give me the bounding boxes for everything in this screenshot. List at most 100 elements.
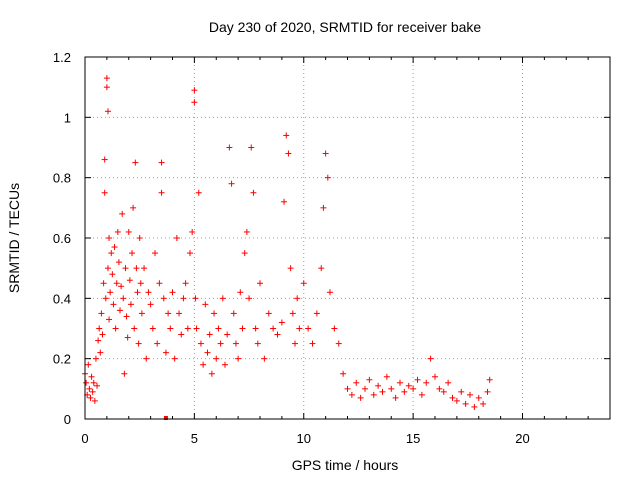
data-point (309, 340, 316, 347)
data-point (366, 376, 373, 383)
data-point (392, 394, 399, 401)
data-point (197, 340, 204, 347)
data-point (237, 289, 244, 296)
data-point (462, 400, 469, 407)
data-point (195, 189, 202, 196)
data-point (388, 385, 395, 392)
data-point (126, 277, 133, 284)
data-point (101, 189, 108, 196)
data-point (98, 310, 105, 317)
anomaly-data-point (163, 416, 168, 420)
data-point (274, 331, 281, 338)
data-point (246, 295, 253, 302)
grid-layer (85, 57, 610, 419)
data-point (147, 301, 154, 308)
data-point (106, 316, 113, 323)
data-point (135, 340, 142, 347)
data-point (427, 355, 434, 362)
data-point (118, 283, 125, 290)
data-point (410, 385, 417, 392)
data-point (158, 189, 165, 196)
data-point (283, 132, 290, 139)
data-point (383, 373, 390, 380)
data-point (112, 325, 119, 332)
data-point (440, 388, 447, 395)
data-point (96, 325, 103, 332)
data-point (215, 325, 222, 332)
data-point (296, 325, 303, 332)
data-point (313, 310, 320, 317)
data-point (108, 250, 115, 257)
data-point (324, 174, 331, 181)
data-point (100, 280, 107, 287)
data-point (122, 265, 129, 272)
data-point (475, 394, 482, 401)
data-point (91, 397, 98, 404)
data-point (165, 310, 172, 317)
data-point (375, 382, 382, 389)
data-point (252, 325, 259, 332)
data-point (239, 325, 246, 332)
y-axis-label: SRMTID / TECUs (6, 183, 22, 293)
data-point (102, 295, 109, 302)
data-point (95, 337, 102, 344)
data-point (445, 379, 452, 386)
data-point (101, 156, 108, 163)
data-point (423, 379, 430, 386)
data-point (305, 325, 312, 332)
data-point (228, 180, 235, 187)
data-point (261, 355, 268, 362)
data-point (132, 159, 139, 166)
data-point (113, 280, 120, 287)
data-point (88, 373, 95, 380)
data-point (224, 331, 231, 338)
y-tick-label: 0.4 (53, 291, 71, 306)
y-tick-label: 0.8 (53, 171, 71, 186)
x-tick-label: 5 (191, 431, 198, 446)
data-point (86, 385, 93, 392)
data-point (405, 382, 412, 389)
data-point (89, 388, 96, 395)
data-point (344, 385, 351, 392)
data-point (131, 325, 138, 332)
data-point (134, 289, 141, 296)
data-point (191, 87, 198, 94)
y-tick-label: 1 (64, 110, 71, 125)
data-point (137, 280, 144, 287)
data-point (191, 99, 198, 106)
data-point (254, 340, 261, 347)
x-tick-label: 0 (81, 431, 88, 446)
x-tick-label: 15 (406, 431, 420, 446)
data-point (103, 75, 110, 82)
data-point (90, 379, 97, 386)
data-point (138, 310, 145, 317)
y-tick-label: 0.6 (53, 231, 71, 246)
data-point (180, 295, 187, 302)
data-point (103, 84, 110, 91)
data-point (85, 361, 92, 368)
data-point (331, 325, 338, 332)
data-point (83, 379, 90, 386)
data-points-layer (82, 75, 493, 420)
data-point (213, 355, 220, 362)
data-point (124, 334, 131, 341)
data-point (162, 349, 169, 356)
data-point (453, 397, 460, 404)
data-point (208, 370, 215, 377)
data-point (110, 301, 117, 308)
data-point (353, 379, 360, 386)
data-point (322, 150, 329, 157)
data-point (480, 400, 487, 407)
data-point (287, 265, 294, 272)
data-point (193, 325, 200, 332)
data-point (92, 355, 99, 362)
data-point (160, 295, 167, 302)
data-point (202, 301, 209, 308)
data-point (222, 361, 228, 368)
data-point (318, 265, 325, 272)
data-point (111, 244, 118, 251)
data-point (257, 280, 263, 287)
data-point (436, 385, 443, 392)
